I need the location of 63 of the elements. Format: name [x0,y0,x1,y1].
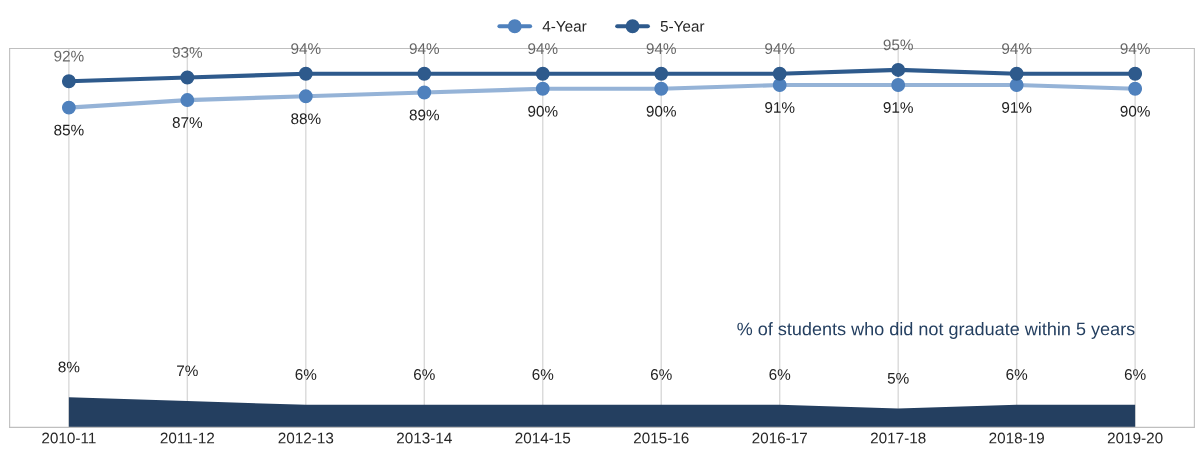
data-label: 6% [1124,369,1146,380]
data-label: 90% [528,105,558,117]
data-label: 94% [291,43,321,55]
data-label: 6% [414,369,435,380]
point [535,81,550,96]
data-label: 91% [1002,102,1032,113]
point [1128,66,1143,81]
data-label: 5% [887,372,909,384]
point [298,66,313,81]
data-label: 94% [409,43,440,55]
data-label: 88% [291,113,321,125]
data-label: 6% [1006,369,1028,380]
text: % of students who did not graduate within 5 years [737,322,1135,339]
data-label: 8% [58,361,80,373]
data-label: 85% [54,124,84,136]
data-label: 94% [528,43,558,55]
x-tick-label: 2014-15 [515,432,571,444]
data-label: 7% [177,365,198,377]
data-label: 92% [54,50,84,62]
point [1009,66,1024,81]
x-tick-label: 2011-12 [160,432,215,444]
point [180,93,195,107]
x-tick-label: 2017-18 [870,432,926,444]
x-tick-label: 2012-13 [278,432,334,444]
point [1128,81,1143,96]
point [891,78,906,92]
point [535,66,550,81]
data-label: 6% [650,369,672,380]
point [61,74,76,89]
point [1009,78,1024,92]
data-label: 87% [172,117,203,128]
data-label: 94% [646,43,676,55]
point [298,89,313,104]
data-label: 6% [295,369,317,380]
point [180,70,195,85]
x-tick-label: 2013-14 [397,432,452,444]
point [61,100,76,115]
x-tick-label: 2015-16 [633,432,689,444]
data-label: 93% [172,46,203,58]
point [654,66,669,81]
x-tick-label: 2016-17 [752,432,807,444]
data-label: 95% [883,39,913,51]
point [891,63,906,77]
data-label: 94% [765,43,795,55]
data-label: 94% [1002,43,1032,55]
point [772,78,787,92]
data-label: 90% [646,105,676,117]
x-tick-label: 2018-19 [989,432,1044,444]
point [417,66,432,81]
x-tick-label: 2019-20 [1107,432,1163,444]
point [417,85,432,100]
point [654,81,669,96]
data-label: 6% [769,369,791,380]
data-label: 94% [1120,43,1150,55]
data-label: 6% [532,369,554,380]
legend-label: 4-Year [542,21,587,32]
point [772,66,787,81]
data-label: 91% [765,102,795,113]
x-tick-label: 2010-11 [42,432,96,444]
data-label: 89% [409,109,440,121]
data-label: 91% [883,102,913,113]
legend-label: 5-Year [660,21,705,32]
data-label: 90% [1120,105,1150,117]
